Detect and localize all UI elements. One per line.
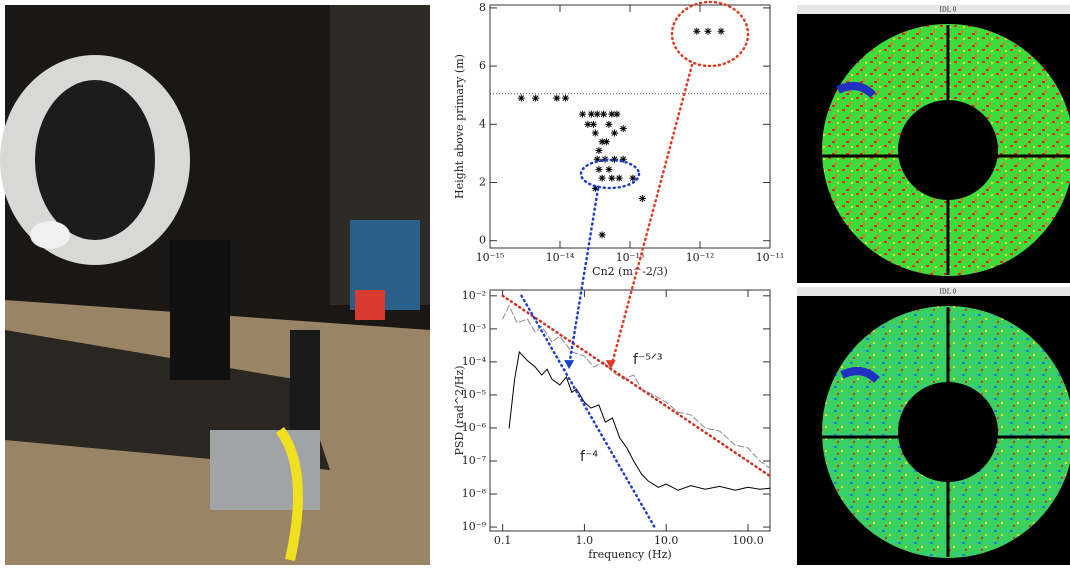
region-ellipse <box>670 0 750 68</box>
point <box>602 138 610 146</box>
x-tick-label: 1.0 <box>576 534 594 547</box>
point <box>584 120 592 128</box>
y-tick-label: 10⁻⁵ <box>462 388 486 401</box>
x-tick-label: 100.0 <box>732 534 764 547</box>
y-tick-label: 4 <box>479 117 486 130</box>
point <box>608 174 616 182</box>
point <box>595 147 603 155</box>
annotation: f⁻⁴ <box>580 449 598 465</box>
point <box>717 27 725 35</box>
y-tick-label: 2 <box>479 176 486 189</box>
window-title: IDL 0 <box>940 289 957 296</box>
x-axis-label: Cn2 (m^-2/3) <box>592 265 668 278</box>
marker <box>605 360 616 370</box>
photo <box>0 5 430 565</box>
series-line <box>520 294 656 529</box>
arrow <box>611 63 694 362</box>
point <box>593 110 601 118</box>
plot-frame <box>489 289 771 532</box>
point <box>615 174 623 182</box>
point <box>598 174 606 182</box>
y-tick-label: 10⁻² <box>462 289 486 302</box>
point <box>704 27 712 35</box>
point <box>587 110 595 118</box>
point <box>595 165 603 173</box>
marker <box>564 360 575 370</box>
y-tick-label: 6 <box>479 59 486 72</box>
x-tick-label: 10⁻¹³ <box>616 251 645 264</box>
annotation: f⁻⁵ᐟ³ <box>633 352 662 368</box>
point <box>600 110 608 118</box>
point <box>579 110 587 118</box>
point <box>605 165 613 173</box>
x-tick-label: 10⁻¹¹ <box>756 251 785 264</box>
point <box>610 129 618 137</box>
point <box>562 94 570 102</box>
point <box>601 155 609 163</box>
plot-frame <box>489 4 771 249</box>
point <box>517 94 525 102</box>
y-tick-label: 10⁻⁸ <box>462 487 487 500</box>
point <box>598 138 606 146</box>
x-tick-label: 10⁻¹² <box>686 251 715 264</box>
point <box>608 110 616 118</box>
y-tick-label: 8 <box>479 1 486 14</box>
point <box>638 195 646 203</box>
arrow <box>568 187 600 362</box>
y-axis-label: PSD (rad^2/Hz) <box>453 365 466 455</box>
x-tick-label: 0.1 <box>494 534 512 547</box>
window-title: IDL 0 <box>940 7 957 14</box>
image-window: IDL 0 IDL 0 <box>797 5 1070 565</box>
point <box>532 94 540 102</box>
series-line <box>502 304 771 469</box>
y-tick-label: 10⁻⁴ <box>462 355 487 368</box>
point <box>610 155 618 163</box>
series-line <box>501 294 772 478</box>
point <box>591 129 599 137</box>
y-tick-label: 10⁻³ <box>462 322 486 335</box>
point <box>605 120 613 128</box>
y-tick-label: 0 <box>479 234 486 247</box>
x-tick-label: 10⁻¹⁵ <box>476 251 505 264</box>
plots: 10⁻¹⁵ 10⁻¹⁴ 10⁻¹³ 10⁻¹² 10⁻¹¹ 0 2 4 6 8 Cn2 (m^-2/… <box>453 1 784 561</box>
point <box>613 110 621 118</box>
point <box>593 155 601 163</box>
x-axis-label: frequency (Hz) <box>588 548 671 561</box>
series-line <box>508 350 771 491</box>
point <box>629 174 637 182</box>
y-tick-label: 10⁻⁶ <box>462 421 487 434</box>
point <box>619 125 627 133</box>
y-tick-label: 10⁻⁷ <box>462 454 487 467</box>
x-tick-label: 10.0 <box>654 534 679 547</box>
point <box>553 94 561 102</box>
point <box>693 27 701 35</box>
y-axis-label: Height above primary (m) <box>453 54 466 199</box>
point <box>591 184 599 192</box>
region-ellipse <box>579 158 641 190</box>
point <box>589 120 597 128</box>
point <box>598 231 606 239</box>
x-tick-label: 10⁻¹⁴ <box>546 251 575 264</box>
point <box>619 155 627 163</box>
y-tick-label: 10⁻⁹ <box>462 520 487 533</box>
